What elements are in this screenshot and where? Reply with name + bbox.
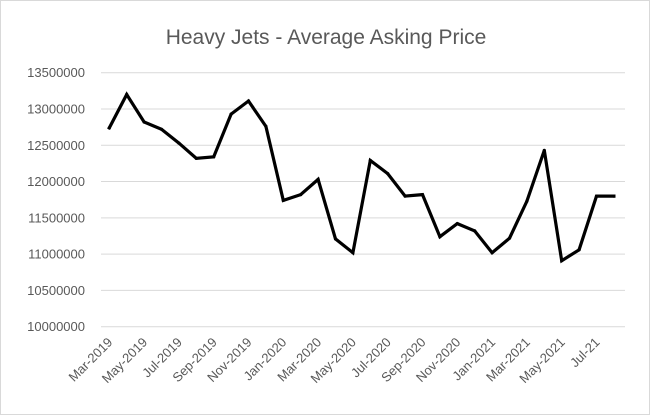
data-point — [507, 236, 512, 240]
data-point — [438, 235, 442, 239]
data-point — [333, 237, 338, 241]
data-point — [125, 92, 129, 97]
data-point — [159, 127, 164, 131]
data-point — [577, 248, 581, 252]
data-point — [212, 155, 216, 159]
data-point — [194, 156, 198, 160]
data-point — [542, 148, 546, 152]
data-point — [594, 194, 599, 198]
data-point — [316, 177, 320, 181]
data-point — [455, 222, 459, 226]
y-tick-label: 10500000 — [27, 283, 85, 298]
y-tick-label: 11000000 — [28, 247, 85, 262]
data-point — [420, 193, 425, 197]
y-tick-label: 12500000 — [27, 138, 85, 153]
data-point — [107, 126, 111, 130]
data-point — [177, 141, 181, 145]
data-point — [299, 193, 303, 197]
data-point — [351, 251, 355, 255]
x-tick-label: Jul-21 — [567, 335, 603, 371]
data-point — [560, 259, 564, 263]
data-point — [142, 120, 146, 124]
data-point — [473, 229, 477, 233]
data-point — [525, 199, 529, 203]
data-point — [403, 194, 407, 198]
y-tick-label: 12000000 — [27, 174, 85, 189]
data-point — [246, 99, 251, 103]
data-point — [281, 198, 285, 203]
data-point — [612, 194, 616, 198]
data-point — [264, 124, 268, 129]
price-series-line — [107, 91, 616, 264]
y-tick-label: 13500000 — [27, 65, 85, 80]
y-tick-label: 13000000 — [27, 101, 85, 116]
data-point — [368, 158, 372, 163]
data-point — [229, 112, 233, 116]
y-tick-label: 11500000 — [28, 210, 85, 225]
data-point — [386, 171, 390, 176]
data-point — [490, 251, 494, 255]
y-tick-label: 10000000 — [27, 319, 85, 334]
chart-title: Heavy Jets - Average Asking Price — [166, 26, 487, 49]
